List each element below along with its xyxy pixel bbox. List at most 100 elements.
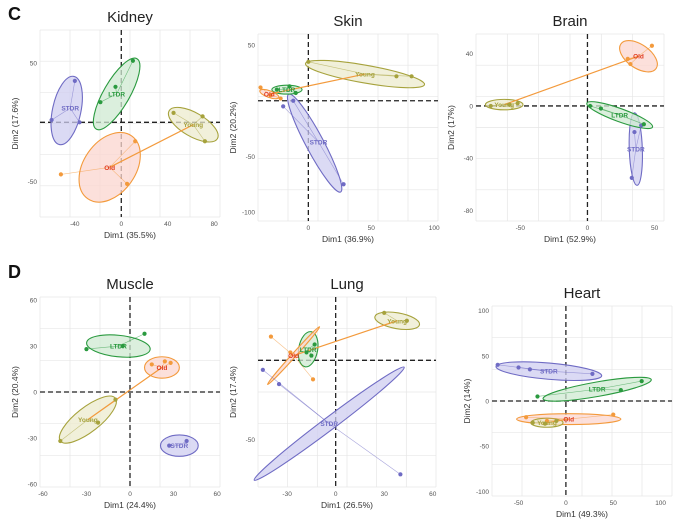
muscle-x-tick-label: 0 bbox=[128, 491, 132, 498]
muscle-age-trajectory bbox=[87, 366, 163, 421]
kidney-point-stdr bbox=[77, 120, 82, 125]
kidney-group-label-ltdr: LTDR bbox=[108, 91, 125, 98]
brain-point-ltdr bbox=[598, 106, 603, 111]
heart-title: Heart bbox=[564, 285, 602, 302]
brain-point-young bbox=[515, 101, 520, 106]
lung-point-old bbox=[288, 350, 293, 355]
skin-point-old bbox=[258, 85, 263, 90]
brain-spoke-stdr bbox=[635, 125, 642, 150]
skin-panel: STDR LTDR Old Young 0 50 100 50 -50 -100 Skin Dim1 … bbox=[228, 13, 440, 244]
skin-spoke-stdr bbox=[282, 106, 319, 143]
heart-x-axis-label: Dim1 (49.3%) bbox=[556, 509, 608, 519]
kidney-point-young bbox=[202, 139, 208, 144]
lung-x-tick-label: -30 bbox=[282, 491, 292, 498]
lung-spoke-stdr bbox=[278, 383, 330, 424]
kidney-point-old bbox=[124, 181, 130, 186]
skin-point-old bbox=[278, 96, 283, 101]
muscle-title: Muscle bbox=[106, 276, 154, 293]
brain-y-tick-label: 0 bbox=[469, 103, 473, 110]
kidney-spoke-old bbox=[109, 141, 136, 168]
lung-group-label-stdr: STDR bbox=[320, 421, 338, 428]
heart-spoke-ltdr bbox=[597, 388, 621, 391]
lung-point-stdr bbox=[260, 367, 265, 372]
heart-point-young bbox=[554, 418, 559, 424]
brain-point-old bbox=[625, 56, 630, 61]
heart-point-ltdr bbox=[639, 378, 644, 384]
skin-spoke-stdr bbox=[292, 100, 319, 143]
skin-point-young bbox=[394, 74, 399, 79]
skin-spoke-young bbox=[308, 61, 366, 75]
kidney-spoke-stdr bbox=[69, 80, 76, 109]
lung-x-tick-label: 60 bbox=[429, 491, 437, 498]
kidney-point-young bbox=[171, 110, 176, 115]
muscle-y-tick-label: 60 bbox=[30, 298, 38, 305]
kidney-spoke-young bbox=[193, 124, 206, 142]
skin-point-stdr bbox=[341, 182, 346, 187]
muscle-y-axis-label: Dim2 (20.4%) bbox=[10, 366, 20, 418]
kidney-y-axis-label: Dim2 (17.6%) bbox=[10, 97, 20, 149]
brain-panel: STDR LTDR Old Young -50 0 50 40 0 -40 -80 Brain Dim1… bbox=[446, 13, 665, 244]
kidney-spoke-stdr bbox=[51, 107, 71, 121]
heart-spoke-stdr bbox=[548, 370, 593, 375]
kidney-y-tick-label: -50 bbox=[28, 179, 38, 186]
kidney-spoke-stdr bbox=[69, 107, 80, 123]
heart-spoke-stdr bbox=[529, 369, 549, 372]
brain-spoke-stdr bbox=[634, 132, 637, 150]
lung-spoke-stdr bbox=[329, 423, 401, 475]
brain-point-young bbox=[507, 102, 512, 107]
heart-y-tick-label: 50 bbox=[482, 353, 490, 360]
heart-point-old bbox=[611, 412, 616, 417]
kidney-x-tick-label: 80 bbox=[211, 221, 219, 228]
brain-spoke-ltdr bbox=[600, 108, 620, 116]
lung-spoke-old bbox=[293, 355, 314, 380]
heart-group-label-ltdr: LTDR bbox=[589, 387, 606, 394]
kidney-group-label-young: Young bbox=[183, 122, 203, 129]
brain-title: Brain bbox=[552, 13, 587, 30]
heart-point-stdr bbox=[527, 367, 532, 372]
heart-point-young bbox=[542, 421, 548, 426]
kidney-spoke-old bbox=[60, 166, 110, 175]
muscle-x-tick-label: -60 bbox=[38, 491, 48, 498]
lung-title: Lung bbox=[330, 276, 363, 293]
skin-point-ltdr bbox=[287, 84, 292, 89]
skin-y-tick-label: -50 bbox=[246, 154, 256, 161]
heart-group-label-stdr: STDR bbox=[540, 369, 558, 376]
row-label-c: C bbox=[8, 4, 21, 24]
brain-y-tick-label: -40 bbox=[464, 156, 474, 163]
heart-panel: STDR LTDR Old Young -50 0 50 100 100 50 0 -50 -100 He… bbox=[462, 285, 673, 519]
kidney-point-ltdr bbox=[130, 58, 136, 63]
skin-point-young bbox=[409, 74, 414, 79]
lung-x-tick-label: 30 bbox=[381, 491, 389, 498]
skin-group-label-stdr: STDR bbox=[310, 139, 328, 146]
muscle-x-tick-label: 30 bbox=[170, 491, 178, 498]
muscle-x-tick-label: 60 bbox=[213, 491, 221, 498]
muscle-point-young bbox=[113, 397, 118, 402]
kidney-point-ltdr bbox=[113, 84, 118, 89]
kidney-point-stdr bbox=[49, 117, 54, 123]
kidney-x-axis-label: Dim1 (35.5%) bbox=[104, 230, 156, 240]
heart-group-label-young: Young bbox=[537, 420, 557, 427]
heart-x-tick-label: -50 bbox=[514, 500, 524, 507]
skin-group-label-ltdr: LTDR bbox=[279, 87, 296, 94]
muscle-y-tick-label: 30 bbox=[30, 344, 38, 351]
kidney-point-young bbox=[200, 114, 205, 119]
lung-point-ltdr bbox=[304, 350, 309, 355]
skin-point-young bbox=[306, 59, 311, 64]
brain-point-old bbox=[628, 61, 633, 67]
skin-title: Skin bbox=[333, 13, 362, 30]
lung-point-stdr bbox=[398, 472, 403, 477]
skin-x-axis-label: Dim1 (36.9%) bbox=[322, 234, 374, 244]
lung-x-tick-label: 0 bbox=[334, 491, 338, 498]
muscle-group-label-ltdr: LTDR bbox=[110, 344, 127, 351]
skin-spoke-stdr bbox=[318, 141, 344, 185]
muscle-group-label-old: Old bbox=[157, 365, 168, 372]
muscle-point-old bbox=[149, 362, 154, 367]
heart-x-tick-label: 100 bbox=[655, 500, 666, 507]
muscle-point-stdr bbox=[167, 443, 172, 448]
lung-spoke-young bbox=[384, 312, 398, 322]
kidney-point-old bbox=[133, 139, 138, 144]
muscle-point-young bbox=[95, 420, 101, 425]
kidney-panel: STDR LTDR Old Young -40 0 40 80 50 -50 Kidney Dim1 … bbox=[10, 9, 221, 240]
kidney-age-trajectory bbox=[109, 124, 194, 168]
